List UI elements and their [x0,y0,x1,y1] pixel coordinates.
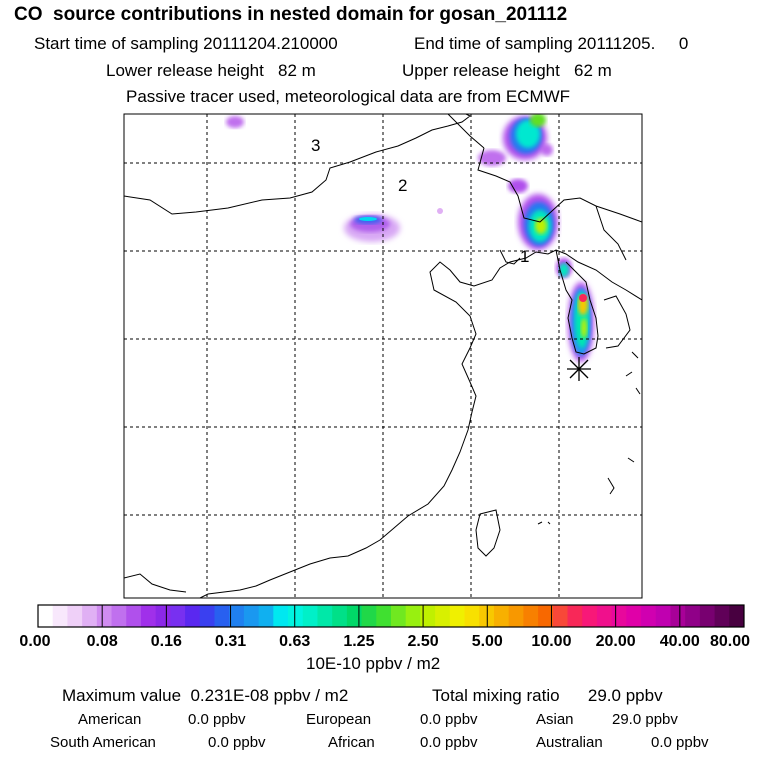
start-time-label: Start time of sampling 20111204.210000 [34,34,338,53]
map-panel: 3 2 1 [123,113,643,599]
colorbar-tick-label: 0.00 [19,633,50,650]
colorbar-tick-label: 10.00 [531,633,571,650]
colorbar-cell [346,605,362,627]
colorbar-frame [37,604,745,628]
coastlines [124,114,642,598]
lower-release-height: Lower release height 82 m [106,61,316,80]
colorbar-cell [449,605,465,627]
map-frame [123,113,643,599]
colorbar-cell [596,605,613,627]
colorbar-tick-label: 0.08 [87,633,118,650]
region-name-asian: Asian [536,711,574,728]
colorbar-tick-label: 0.63 [279,633,310,650]
colorbar-cell [611,605,627,627]
region-label-2: 2 [398,176,407,195]
colorbar-cell [273,605,289,627]
region-name-european: European [306,711,372,728]
colorbar-cell [699,605,715,627]
page-title: CO source contributions in nested domain… [14,4,568,25]
region-value-european: 0.0 ppbv [420,711,478,728]
maximum-value-label: Maximum value 0.231E-08 ppbv / m2 [62,686,349,705]
colorbar-tick-label: 40.00 [660,633,700,650]
colorbar-cell [567,605,583,627]
colorbar-cell [420,605,436,627]
colorbar-cell [67,605,83,627]
colorbar-cell [332,605,348,627]
colorbar-cell [199,605,215,627]
colorbar-cell [126,605,142,627]
colorbar-cell [140,605,157,627]
region-value-south-american: 0.0 ppbv [208,734,266,751]
colorbar-cell [302,605,318,627]
colorbar-cell [243,605,260,627]
plume-mongolia [344,214,400,242]
colorbar-cell [170,605,186,627]
plume-liaoning [508,179,558,250]
region-value-american: 0.0 ppbv [188,711,246,728]
colorbar-cell [96,605,112,627]
colorbar-cell [229,605,245,627]
colorbar-tick-label: 1.25 [343,633,374,650]
colorbar-cell [435,605,451,627]
region-name-african: African [328,734,375,751]
region-value-asian: 29.0 ppbv [612,711,678,728]
colorbar-unit-label: 10E-10 ppbv / m2 [306,654,441,673]
lat-lon-grid [124,114,642,598]
region-name-south-american: South American [50,734,156,751]
colorbar-tick-label: 80.00 [710,633,750,650]
colorbar-cell [670,605,686,627]
region-name-australian: Australian [536,734,603,751]
colorbar-tick-label: 0.31 [215,633,246,650]
colorbar: 0.00 0.08 0.16 0.31 0.63 1.25 2.50 5.00 10.00 20.… [19,604,750,650]
colorbar-cell [391,605,407,627]
region-value-australian: 0.0 ppbv [651,734,709,751]
colorbar-cell [582,605,598,627]
plume-northwest [226,116,244,128]
colorbar-cells [38,605,745,627]
colorbar-cell [155,605,171,627]
colorbar-cell [288,605,304,627]
asterisk-icon [567,357,591,381]
colorbar-cell [376,605,392,627]
colorbar-tick-label: 5.00 [472,633,503,650]
colorbar-cell [493,605,510,627]
colorbar-cell [185,605,201,627]
colorbar-cell [38,605,54,627]
colorbar-tick-labels: 0.00 0.08 0.16 0.31 0.63 1.25 2.50 5.00 10.00 20.… [19,633,750,650]
colorbar-cell [626,605,642,627]
colorbar-cell [685,605,701,627]
plume-manchuria [478,114,553,166]
colorbar-tick-label: 20.00 [596,633,636,650]
colorbar-tick-label: 2.50 [408,633,439,650]
colorbar-cell [508,605,524,627]
colorbar-cell [214,605,230,627]
colorbar-cell [552,605,568,627]
colorbar-cell [655,605,671,627]
colorbar-cell [258,605,274,627]
colorbar-cell [317,605,333,627]
colorbar-cell [464,605,480,627]
colorbar-cell [538,605,554,627]
region-value-african: 0.0 ppbv [420,734,478,751]
colorbar-cell [405,605,421,627]
colorbar-cell [82,605,98,627]
colorbar-tick-label: 0.16 [151,633,182,650]
upper-release-height: Upper release height 62 m [402,61,612,80]
total-mixing-ratio-label: Total mixing ratio 29.0 ppbv [432,686,663,705]
colorbar-dividers [101,605,681,627]
tracer-info: Passive tracer used, meteorological data… [126,87,571,106]
region-label-1: 1 [520,247,529,266]
colorbar-cell [714,605,730,627]
region-label-3: 3 [311,136,320,155]
colorbar-cell [523,605,539,627]
colorbar-cell [52,605,68,627]
end-time-label: End time of sampling 20111205. 0 [414,34,689,53]
colorbar-cell [729,605,745,627]
colorbar-cell [641,605,657,627]
colorbar-cell [111,605,127,627]
region-name-american: American [78,711,142,728]
colorbar-cell [361,605,377,627]
